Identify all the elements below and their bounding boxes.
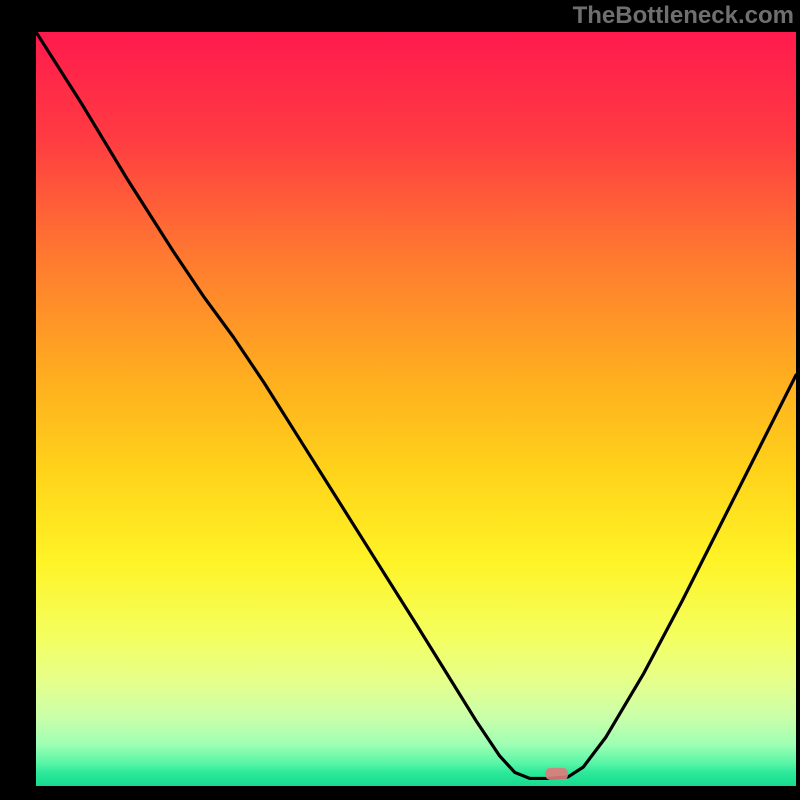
bottleneck-chart [36, 32, 796, 786]
watermark-label: TheBottleneck.com [573, 2, 794, 30]
optimal-marker [545, 768, 568, 780]
chart-stage: TheBottleneck.com [0, 0, 800, 800]
gradient-background [36, 32, 796, 786]
